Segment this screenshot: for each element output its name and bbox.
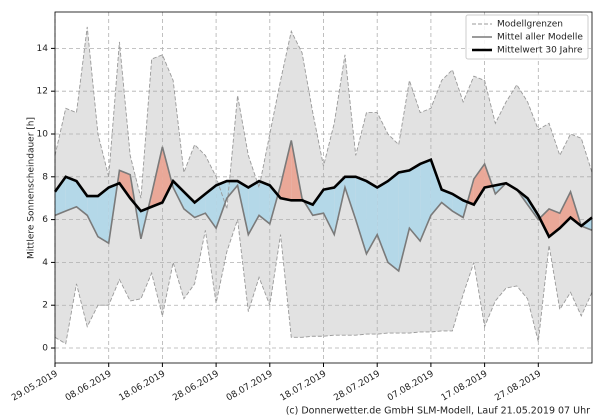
difference-area (216, 181, 227, 229)
x-tick-label: 27.08.2019 (493, 369, 543, 404)
y-tick-label: 4 (42, 258, 48, 268)
plot-frame (54, 11, 593, 364)
difference-area (194, 193, 206, 218)
difference-area (162, 146, 173, 203)
y-tick-label: 12 (37, 87, 48, 97)
difference-area (366, 181, 378, 254)
model-envelope (55, 26, 592, 344)
x-tick-label: 29.05.2019 (10, 369, 60, 404)
x-tick-label: 07.08.2019 (386, 369, 436, 404)
difference-area (205, 185, 217, 229)
difference-area (387, 172, 399, 271)
difference-area (312, 189, 324, 216)
climate-mean-line (53, 157, 593, 239)
y-tick-label: 6 (42, 215, 48, 225)
difference-area (280, 140, 292, 201)
y-tick-label: 10 (37, 129, 49, 139)
y-tick-label: 8 (42, 172, 48, 182)
y-axis-label: Mittlere Sonnenscheindauer [h] (27, 117, 37, 259)
difference-area (55, 176, 66, 216)
legend-box (465, 14, 589, 60)
y-tick-label: 14 (37, 44, 49, 54)
x-tick-label: 08.07.2019 (225, 369, 275, 404)
x-tick-label: 28.06.2019 (171, 369, 221, 404)
legend-label: Mittelwert 30 Jahre (497, 46, 583, 56)
difference-area (87, 196, 98, 237)
difference-area (441, 189, 453, 212)
difference-area (409, 163, 421, 242)
y-tick-label: 2 (42, 301, 48, 311)
difference-area (473, 163, 485, 205)
y-tick-label: 0 (42, 344, 48, 354)
model-mean-line (54, 140, 593, 273)
difference-area (76, 181, 88, 216)
difference-area (430, 159, 442, 216)
x-tick-label: 18.06.2019 (118, 369, 168, 404)
difference-area (323, 187, 335, 235)
x-tick-label: 08.06.2019 (64, 369, 114, 404)
envelope-upper (54, 26, 593, 210)
difference-area (97, 187, 109, 244)
x-tick-label: 17.08.2019 (440, 369, 490, 404)
legend-label: Modellgrenzen (497, 20, 563, 30)
difference-area (344, 176, 356, 220)
footer: (c) Donnerwetter.de GmbH SLM-Modell, Lau… (286, 406, 590, 417)
legend-label: Mittel aller Modelle (497, 33, 583, 43)
difference-area (398, 170, 410, 271)
difference-area (65, 176, 77, 212)
x-tick-label: 28.07.2019 (332, 369, 382, 404)
x-tick-label: 18.07.2019 (279, 369, 329, 404)
difference-area (355, 176, 367, 254)
envelope-lower (54, 219, 593, 345)
difference-area (119, 170, 131, 199)
difference-area (377, 181, 388, 263)
difference-area (259, 181, 270, 224)
difference-area (248, 181, 260, 235)
